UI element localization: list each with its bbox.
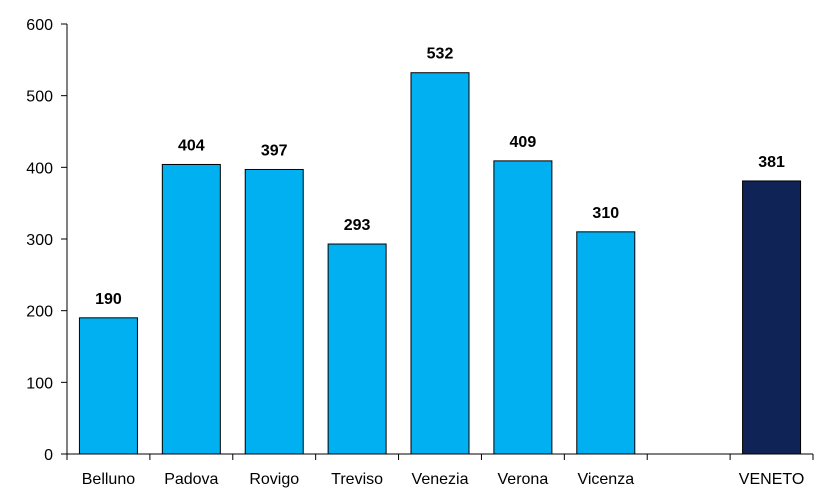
y-tick-label: 200 <box>26 304 53 321</box>
y-tick-label: 100 <box>26 375 53 392</box>
bar-belluno <box>78 317 138 455</box>
y-tick-label: 0 <box>44 447 53 464</box>
bar-veneto <box>742 180 802 455</box>
x-tick-label: VENETO <box>739 471 805 488</box>
data-label: 381 <box>758 154 785 171</box>
x-tick-label: Rovigo <box>249 471 299 488</box>
x-tick-label: Verona <box>498 471 549 488</box>
x-tick-label: Vicenza <box>577 471 634 488</box>
x-tick-label: Padova <box>164 471 218 488</box>
data-label: 409 <box>510 134 537 151</box>
bar-vicenza <box>576 231 636 455</box>
x-axis: Belluno Padova Rovigo Treviso Venezia Verona V… <box>66 453 814 488</box>
bar-padova <box>161 163 221 455</box>
y-tick-label: 400 <box>26 160 53 177</box>
x-tick-label: Treviso <box>331 471 383 488</box>
x-tick-label: Venezia <box>412 471 469 488</box>
bar-venezia <box>410 72 470 455</box>
data-labels: 190 404 397 293 532 409 310 381 <box>95 46 785 308</box>
data-label: 404 <box>178 137 205 154</box>
x-tick-label: Belluno <box>82 471 135 488</box>
bars <box>78 72 802 455</box>
data-label: 190 <box>95 291 122 308</box>
bar-verona <box>493 160 553 455</box>
data-label: 310 <box>592 205 619 222</box>
y-tick-label: 600 <box>26 17 53 34</box>
bar-treviso <box>327 243 387 455</box>
y-axis: 0 100 200 300 400 500 600 <box>26 17 68 464</box>
data-label: 397 <box>261 142 288 159</box>
data-label: 293 <box>344 217 371 234</box>
data-label: 532 <box>427 46 454 63</box>
y-tick-label: 500 <box>26 89 53 106</box>
y-tick-label: 300 <box>26 232 53 249</box>
bar-rovigo <box>244 168 304 455</box>
